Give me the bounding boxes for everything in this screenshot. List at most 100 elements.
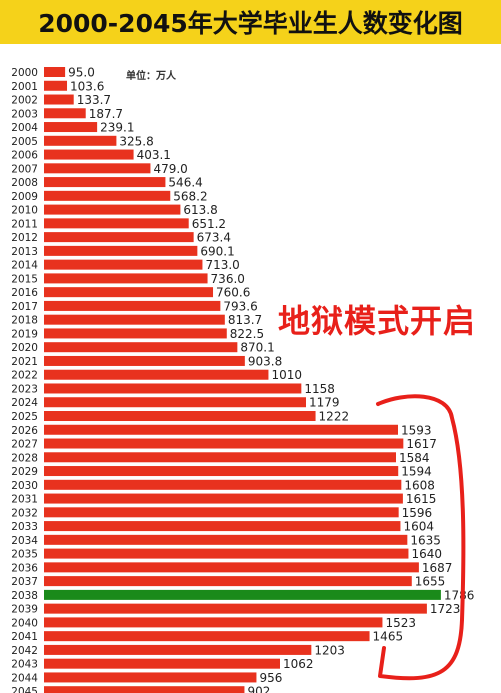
year-label: 2018 bbox=[11, 315, 38, 327]
year-label: 2020 bbox=[11, 342, 38, 354]
bar-2041 bbox=[44, 631, 370, 642]
bar-2017 bbox=[44, 300, 221, 311]
value-label: 613.8 bbox=[183, 203, 217, 217]
year-label: 2043 bbox=[11, 659, 38, 671]
year-label: 2030 bbox=[11, 480, 38, 492]
year-label: 2044 bbox=[11, 672, 38, 684]
bar-2018 bbox=[44, 314, 225, 325]
value-label: 1465 bbox=[373, 630, 404, 644]
value-label: 690.1 bbox=[200, 244, 234, 258]
bar-2045 bbox=[44, 686, 245, 693]
year-label: 2013 bbox=[11, 246, 38, 258]
value-label: 546.4 bbox=[168, 176, 202, 190]
bar-2016 bbox=[44, 287, 214, 298]
bar-2022 bbox=[44, 369, 269, 380]
value-label: 1635 bbox=[410, 533, 441, 547]
bar-2006 bbox=[44, 149, 134, 160]
bar-2028 bbox=[44, 452, 396, 463]
year-label: 2003 bbox=[11, 108, 38, 120]
value-label: 1179 bbox=[309, 396, 340, 410]
bar-2004 bbox=[44, 122, 98, 133]
value-label: 1222 bbox=[319, 410, 350, 424]
year-label: 2001 bbox=[11, 81, 38, 93]
page-title: 2000-2045年大学毕业生人数变化图 bbox=[38, 9, 463, 38]
year-label: 2038 bbox=[11, 590, 38, 602]
value-label: 1010 bbox=[271, 368, 302, 382]
bar-2020 bbox=[44, 342, 238, 353]
year-label: 2008 bbox=[11, 177, 38, 189]
value-label: 1584 bbox=[399, 451, 430, 465]
year-label: 2028 bbox=[11, 452, 38, 464]
year-label: 2006 bbox=[11, 150, 38, 162]
year-label: 2019 bbox=[11, 328, 38, 340]
title-banner: 2000-2045年大学毕业生人数变化图 bbox=[0, 0, 501, 44]
value-label: 239.1 bbox=[100, 121, 134, 135]
bar-2002 bbox=[44, 94, 74, 105]
value-label: 1593 bbox=[401, 423, 432, 437]
year-label: 2040 bbox=[11, 617, 38, 629]
year-label: 2002 bbox=[11, 95, 38, 107]
bar-2010 bbox=[44, 204, 181, 215]
bar-2005 bbox=[44, 135, 117, 146]
year-label: 2042 bbox=[11, 645, 38, 657]
year-label: 2014 bbox=[11, 260, 38, 272]
value-label: 1604 bbox=[403, 520, 434, 534]
value-label: 1596 bbox=[402, 506, 433, 520]
year-label: 2033 bbox=[11, 521, 38, 533]
year-label: 2023 bbox=[11, 383, 38, 395]
value-label: 95.0 bbox=[68, 66, 95, 80]
value-label: 1687 bbox=[422, 561, 453, 575]
bar-2039 bbox=[44, 603, 427, 614]
year-label: 2021 bbox=[11, 356, 38, 368]
value-label: 1786 bbox=[444, 588, 475, 602]
bar-2042 bbox=[44, 644, 312, 655]
bar-2024 bbox=[44, 397, 306, 408]
year-label: 2037 bbox=[11, 576, 38, 588]
value-label: 1523 bbox=[385, 616, 416, 630]
year-label: 2024 bbox=[11, 397, 38, 409]
bar-2007 bbox=[44, 163, 151, 174]
value-label: 133.7 bbox=[77, 93, 111, 107]
bar-2027 bbox=[44, 438, 404, 449]
bar-2035 bbox=[44, 548, 409, 559]
year-label: 2035 bbox=[11, 549, 38, 561]
year-label: 2007 bbox=[11, 163, 38, 175]
bar-2012 bbox=[44, 232, 194, 243]
bar-2040 bbox=[44, 617, 383, 628]
unit-label: 单位：万人 bbox=[126, 71, 176, 82]
year-label: 2004 bbox=[11, 122, 38, 134]
bar-2014 bbox=[44, 259, 203, 270]
value-label: 1158 bbox=[304, 382, 335, 396]
bar-2019 bbox=[44, 328, 227, 339]
value-label: 713.0 bbox=[205, 258, 239, 272]
bar-2009 bbox=[44, 190, 171, 201]
bar-2037 bbox=[44, 576, 412, 587]
year-label: 2009 bbox=[11, 191, 38, 203]
year-label: 2032 bbox=[11, 507, 38, 519]
year-label: 2031 bbox=[11, 494, 38, 506]
value-label: 870.1 bbox=[240, 341, 274, 355]
year-label: 2011 bbox=[11, 218, 38, 230]
bar-2013 bbox=[44, 245, 198, 256]
value-label: 736.0 bbox=[211, 272, 245, 286]
value-label: 651.2 bbox=[192, 217, 226, 231]
bar-2030 bbox=[44, 479, 402, 490]
year-label: 2034 bbox=[11, 535, 38, 547]
year-label: 2041 bbox=[11, 631, 38, 643]
year-label: 2027 bbox=[11, 439, 38, 451]
value-label: 1062 bbox=[283, 657, 314, 671]
year-label: 2000 bbox=[11, 67, 38, 79]
annotation-bracket bbox=[376, 394, 466, 681]
value-label: 1617 bbox=[406, 437, 437, 451]
value-label: 956 bbox=[259, 671, 282, 685]
value-label: 813.7 bbox=[228, 313, 262, 327]
year-label: 2039 bbox=[11, 604, 38, 616]
bar-2000 bbox=[44, 67, 66, 77]
bar-2011 bbox=[44, 218, 189, 229]
bar-2033 bbox=[44, 521, 401, 532]
bars-group: 2000 95.0 2001 103.6 2002 133.7 2003 187.7 2004 2… bbox=[11, 66, 474, 693]
year-label: 2016 bbox=[11, 287, 38, 299]
value-label: 479.0 bbox=[153, 162, 187, 176]
bar-2008 bbox=[44, 177, 166, 188]
